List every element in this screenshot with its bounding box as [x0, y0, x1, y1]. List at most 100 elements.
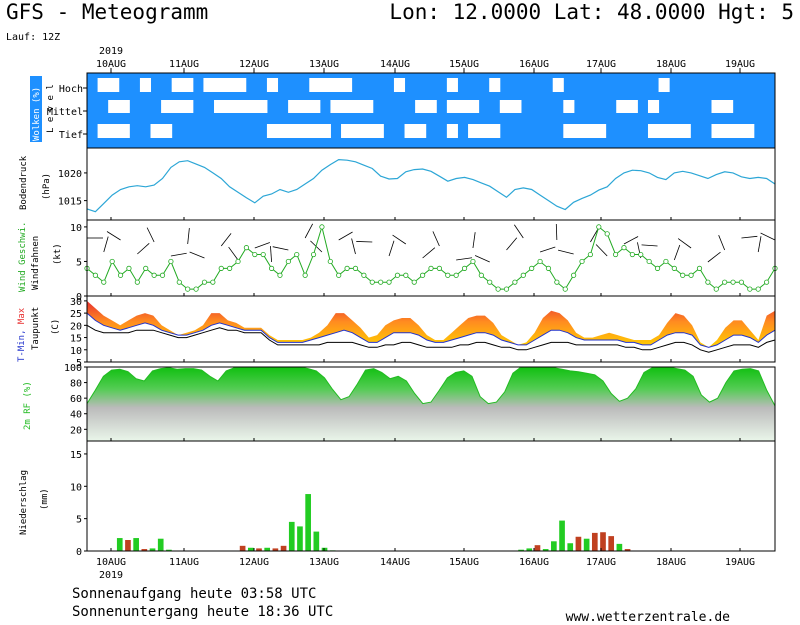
- cloud-cell-tief: [478, 124, 490, 138]
- cloud-cell-hoch: [309, 78, 321, 92]
- wind-barb: [539, 246, 556, 253]
- cloud-cell-tief: [563, 124, 575, 138]
- cloud-cell-mittel: [711, 100, 723, 113]
- x-tick-bottom: 13AUG: [309, 557, 339, 568]
- wind-speed-point: [612, 251, 619, 258]
- precip-bar: [288, 521, 295, 551]
- precip-bar: [583, 538, 590, 551]
- precip-bar: [256, 548, 262, 551]
- wind-speed-point: [143, 265, 149, 271]
- wind-barb: [707, 251, 721, 263]
- wind-speed-point: [101, 279, 107, 285]
- pressure-bg: [87, 148, 775, 220]
- x-tick-top: 13AUG: [309, 59, 339, 70]
- wind-barb: [677, 238, 692, 249]
- wind-speed-point: [571, 272, 577, 278]
- wind-speed-point: [487, 279, 493, 285]
- precip-ytick-label: 15: [70, 450, 82, 461]
- cloud-cell-hoch: [224, 78, 236, 92]
- pressure-axis-label: Bodendruck: [19, 155, 29, 210]
- wind-barb: [514, 224, 524, 239]
- x-tick-top: 10AUG: [96, 59, 126, 70]
- wind-speed-point: [159, 272, 166, 278]
- wind-barb: [388, 240, 395, 257]
- website-link[interactable]: www.wetterzentrale.de: [565, 610, 730, 625]
- wind-speed-point: [470, 258, 476, 265]
- cloud-cell-tief: [404, 124, 416, 138]
- wind-barb: [189, 251, 205, 259]
- x-tick-bottom: 19AUG: [725, 557, 755, 568]
- x-tick-bottom: 15AUG: [449, 557, 479, 568]
- humidity-ytick-label: 100: [64, 363, 82, 374]
- x-tick-year-top: 2019: [99, 46, 123, 57]
- wind-speed-point: [747, 286, 753, 292]
- cloud-cell-mittel: [457, 100, 469, 113]
- wind-speed-point: [277, 272, 283, 278]
- wind-speed-point: [680, 272, 686, 278]
- wind-speed-point: [361, 272, 367, 278]
- wind-speed-point: [512, 279, 518, 285]
- wind-speed-point: [764, 279, 770, 285]
- cloud-cell-hoch: [266, 78, 279, 92]
- precip-bar: [297, 526, 303, 551]
- wind-speed-point: [235, 258, 241, 265]
- x-tick-bottom: 18AUG: [656, 557, 686, 568]
- cloud-cell-mittel: [224, 100, 236, 113]
- cloud-cell-tief: [415, 124, 427, 138]
- cloud-cell-tief: [266, 124, 279, 138]
- wind-barb: [472, 232, 476, 249]
- cloud-cell-mittel: [171, 100, 183, 113]
- cloud-cell-tief: [288, 124, 300, 138]
- cloud-cell-mittel: [288, 100, 300, 113]
- cloud-cell-hoch: [139, 78, 152, 92]
- wind-axis-label-speed: Wind Geschwi.: [18, 222, 28, 292]
- wind-barb: [137, 242, 150, 255]
- cloud-cell-hoch: [658, 78, 670, 92]
- wind-speed-point: [587, 251, 594, 258]
- wind-barb: [432, 231, 440, 247]
- wind-speed-point: [210, 279, 216, 285]
- cloud-cell-tief: [595, 124, 607, 138]
- meteogram-title: GFS - Meteogramm: [6, 0, 209, 24]
- x-tick-bottom: 14AUG: [380, 557, 410, 568]
- wind-speed-point: [252, 251, 258, 258]
- wind-speed-point: [302, 272, 308, 278]
- sunrise-text: Sonnenaufgang heute 03:58 UTC: [72, 586, 317, 602]
- cloud-cell-tief: [319, 124, 331, 138]
- x-tick-top: 11AUG: [169, 59, 199, 70]
- wind-bg: [87, 220, 775, 296]
- wind-speed-point: [411, 279, 417, 285]
- cloud-cell-mittel: [468, 100, 480, 113]
- cloud-cell-mittel: [510, 100, 522, 113]
- cloud-cell-tief: [669, 124, 681, 138]
- wind-speed-point: [294, 251, 300, 258]
- precip-bar: [313, 531, 320, 551]
- wind-barb: [641, 244, 658, 247]
- wind-speed-point: [336, 272, 342, 278]
- wind-barb: [220, 233, 232, 247]
- cloud-cell-mittel: [425, 100, 437, 113]
- precip-ytick-label: 10: [70, 482, 82, 493]
- wind-barb: [254, 242, 270, 249]
- cloud-cell-hoch: [341, 78, 353, 92]
- wind-speed-point: [453, 272, 459, 278]
- wind-speed-point: [461, 265, 468, 271]
- cloud-level-hoch: Hoch: [59, 84, 83, 95]
- wind-barb: [422, 247, 436, 259]
- cloud-cell-mittel: [161, 100, 173, 113]
- wind-speed-point: [604, 231, 610, 237]
- wind-barb: [272, 246, 289, 251]
- cloud-cell-mittel: [626, 100, 638, 113]
- wind-speed-point: [738, 279, 745, 285]
- cloud-label-bg: [30, 76, 42, 142]
- x-tick-bottom: 17AUG: [586, 557, 616, 568]
- wind-speed-point: [218, 265, 224, 271]
- precip-bar: [624, 549, 631, 551]
- wind-barb: [760, 232, 776, 241]
- cloud-cell-hoch: [214, 78, 226, 92]
- cloud-cell-hoch: [171, 78, 183, 92]
- wind-speed-point: [176, 279, 182, 285]
- wind-speed-point: [478, 272, 484, 278]
- wind-ytick-label: 10: [70, 223, 82, 234]
- cloud-cell-mittel: [108, 100, 120, 113]
